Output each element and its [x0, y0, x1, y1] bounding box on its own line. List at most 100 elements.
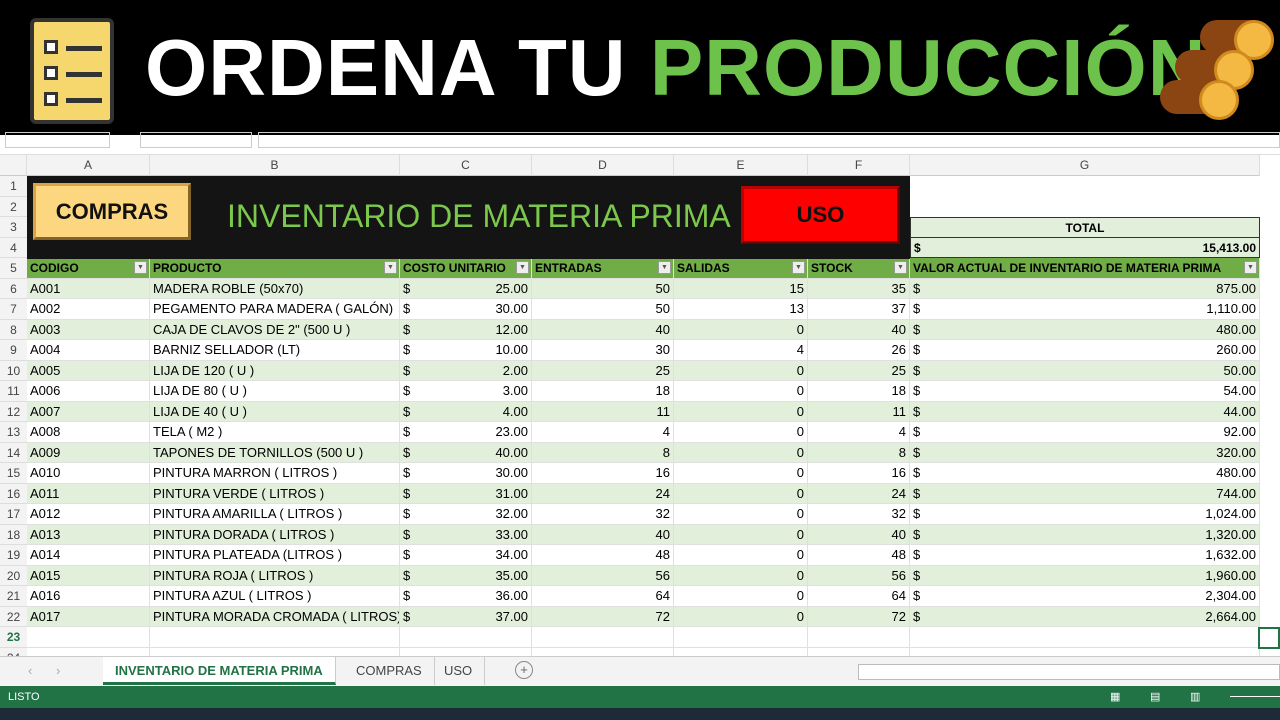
column-header-C[interactable]: C — [400, 155, 532, 176]
table-cell[interactable]: 4 — [808, 422, 910, 443]
page-break-icon[interactable]: ▥ — [1190, 691, 1201, 703]
table-cell[interactable]: TELA ( M2 ) — [150, 422, 400, 443]
table-cell[interactable]: 72 — [532, 606, 674, 627]
table-cell[interactable]: 48 — [532, 545, 674, 566]
table-cell[interactable]: $1,960.00 — [910, 565, 1260, 586]
tab-scroll-right-icon[interactable]: › — [56, 663, 61, 678]
row-header[interactable]: 14 — [0, 442, 27, 463]
table-cell[interactable]: $260.00 — [910, 340, 1260, 361]
table-cell[interactable]: 4 — [532, 422, 674, 443]
table-cell[interactable]: $2,304.00 — [910, 586, 1260, 607]
table-cell[interactable]: $480.00 — [910, 463, 1260, 484]
table-cell[interactable]: A005 — [27, 360, 150, 381]
compras-button[interactable]: COMPRAS — [33, 183, 191, 240]
table-cell[interactable]: $33.00 — [400, 524, 532, 545]
tab-scroll-left-icon[interactable]: ‹ — [28, 663, 33, 678]
column-header-F[interactable]: F — [808, 155, 910, 176]
table-cell[interactable]: 24 — [808, 483, 910, 504]
table-cell[interactable]: 56 — [532, 565, 674, 586]
table-cell[interactable]: $744.00 — [910, 483, 1260, 504]
table-cell[interactable]: $320.00 — [910, 442, 1260, 463]
row-header[interactable]: 10 — [0, 360, 27, 381]
table-cell[interactable]: A001 — [27, 278, 150, 299]
row-header[interactable]: 11 — [0, 381, 27, 402]
table-cell[interactable]: A007 — [27, 401, 150, 422]
add-sheet-icon[interactable]: + — [515, 661, 533, 679]
table-cell[interactable]: 64 — [808, 586, 910, 607]
table-cell[interactable]: 35 — [808, 278, 910, 299]
table-cell[interactable]: $3.00 — [400, 381, 532, 402]
table-cell[interactable]: LIJA DE 40 ( U ) — [150, 401, 400, 422]
empty-cell[interactable] — [150, 627, 400, 648]
row-header[interactable]: 19 — [0, 545, 27, 566]
table-cell[interactable]: $37.00 — [400, 606, 532, 627]
row-header[interactable]: 2 — [0, 196, 27, 217]
table-cell[interactable]: 25 — [532, 360, 674, 381]
table-cell[interactable]: $1,024.00 — [910, 504, 1260, 525]
table-cell[interactable]: 24 — [532, 483, 674, 504]
table-cell[interactable]: 0 — [674, 442, 808, 463]
table-cell[interactable]: 0 — [674, 463, 808, 484]
table-cell[interactable]: $30.00 — [400, 299, 532, 320]
tab-compras[interactable]: COMPRAS — [344, 657, 435, 685]
row-header[interactable]: 18 — [0, 524, 27, 545]
empty-cell[interactable] — [808, 627, 910, 648]
table-cell[interactable]: $12.00 — [400, 319, 532, 340]
table-cell[interactable]: 11 — [808, 401, 910, 422]
table-cell[interactable]: $92.00 — [910, 422, 1260, 443]
table-cell[interactable]: 0 — [674, 565, 808, 586]
table-cell[interactable]: 72 — [808, 606, 910, 627]
table-cell[interactable]: $10.00 — [400, 340, 532, 361]
table-cell[interactable]: 64 — [532, 586, 674, 607]
table-cell[interactable]: $1,110.00 — [910, 299, 1260, 320]
table-cell[interactable]: A003 — [27, 319, 150, 340]
table-cell[interactable]: 40 — [808, 319, 910, 340]
table-cell[interactable]: 26 — [808, 340, 910, 361]
horizontal-scrollbar[interactable] — [858, 664, 1280, 680]
empty-cell[interactable] — [532, 627, 674, 648]
column-header-E[interactable]: E — [674, 155, 808, 176]
table-cell[interactable]: PEGAMENTO PARA MADERA ( GALÓN) — [150, 299, 400, 320]
table-cell[interactable]: $2.00 — [400, 360, 532, 381]
table-cell[interactable]: 50 — [532, 278, 674, 299]
row-header[interactable]: 3 — [0, 217, 27, 238]
row-header[interactable]: 8 — [0, 319, 27, 340]
row-header[interactable]: 1 — [0, 176, 27, 197]
table-cell[interactable]: LIJA DE 120 ( U ) — [150, 360, 400, 381]
table-cell[interactable]: $480.00 — [910, 319, 1260, 340]
table-cell[interactable]: A010 — [27, 463, 150, 484]
table-cell[interactable]: $875.00 — [910, 278, 1260, 299]
table-cell[interactable]: 0 — [674, 545, 808, 566]
empty-cell[interactable] — [910, 627, 1260, 648]
table-cell[interactable]: $54.00 — [910, 381, 1260, 402]
tab-inventario[interactable]: INVENTARIO DE MATERIA PRIMA — [103, 657, 336, 685]
empty-cell[interactable] — [27, 627, 150, 648]
table-cell[interactable]: $23.00 — [400, 422, 532, 443]
table-cell[interactable]: 8 — [808, 442, 910, 463]
table-cell[interactable]: A008 — [27, 422, 150, 443]
uso-button[interactable]: USO — [741, 186, 900, 244]
table-cell[interactable]: A015 — [27, 565, 150, 586]
filter-dropdown-icon[interactable]: ▼ — [134, 261, 147, 274]
filter-dropdown-icon[interactable]: ▼ — [516, 261, 529, 274]
normal-view-icon[interactable]: ▦ — [1110, 691, 1121, 703]
table-cell[interactable]: 32 — [808, 504, 910, 525]
table-cell[interactable]: 40 — [532, 319, 674, 340]
row-header[interactable]: 17 — [0, 504, 27, 525]
table-cell[interactable]: PINTURA AMARILLA ( LITROS ) — [150, 504, 400, 525]
column-header-G[interactable]: G — [910, 155, 1260, 176]
table-cell[interactable]: 40 — [808, 524, 910, 545]
row-header[interactable]: 4 — [0, 237, 27, 258]
table-cell[interactable]: MADERA ROBLE (50x70) — [150, 278, 400, 299]
table-cell[interactable]: PINTURA MORADA CROMADA ( LITROS) — [150, 606, 400, 627]
table-cell[interactable]: 16 — [532, 463, 674, 484]
table-cell[interactable]: PINTURA MARRON ( LITROS ) — [150, 463, 400, 484]
column-header-B[interactable]: B — [150, 155, 400, 176]
row-header[interactable]: 23 — [0, 627, 27, 648]
row-header[interactable]: 6 — [0, 278, 27, 299]
table-cell[interactable]: $1,632.00 — [910, 545, 1260, 566]
table-cell[interactable]: 0 — [674, 586, 808, 607]
table-cell[interactable]: $34.00 — [400, 545, 532, 566]
row-header[interactable]: 22 — [0, 606, 27, 627]
table-cell[interactable]: A006 — [27, 381, 150, 402]
